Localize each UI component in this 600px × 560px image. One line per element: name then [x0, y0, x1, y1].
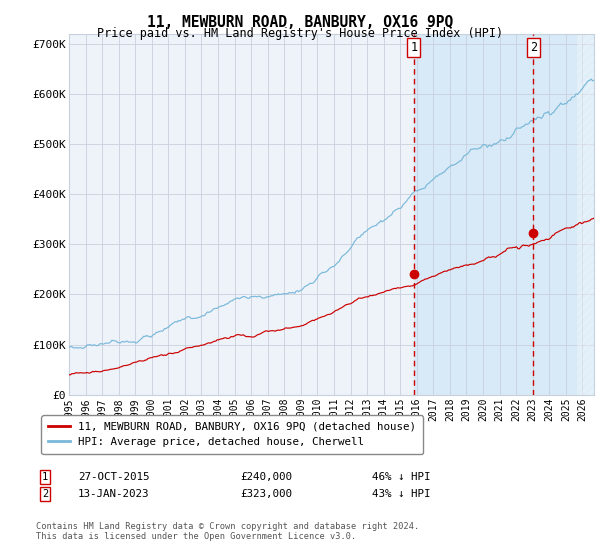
Text: Contains HM Land Registry data © Crown copyright and database right 2024.
This d: Contains HM Land Registry data © Crown c… — [36, 522, 419, 542]
Text: 46% ↓ HPI: 46% ↓ HPI — [372, 472, 431, 482]
Text: 2: 2 — [530, 41, 537, 54]
Text: 1: 1 — [42, 472, 48, 482]
Bar — [577, 34, 594, 395]
Text: £240,000: £240,000 — [240, 472, 292, 482]
Text: £323,000: £323,000 — [240, 489, 292, 499]
Legend: 11, MEWBURN ROAD, BANBURY, OX16 9PQ (detached house), HPI: Average price, detach: 11, MEWBURN ROAD, BANBURY, OX16 9PQ (det… — [41, 416, 423, 454]
Text: Price paid vs. HM Land Registry's House Price Index (HPI): Price paid vs. HM Land Registry's House … — [97, 27, 503, 40]
Text: 1: 1 — [410, 41, 418, 54]
Text: 27-OCT-2015: 27-OCT-2015 — [78, 472, 149, 482]
Text: 13-JAN-2023: 13-JAN-2023 — [78, 489, 149, 499]
Bar — [414, 34, 594, 395]
Text: 2: 2 — [42, 489, 48, 499]
Text: 11, MEWBURN ROAD, BANBURY, OX16 9PQ: 11, MEWBURN ROAD, BANBURY, OX16 9PQ — [147, 15, 453, 30]
Text: 43% ↓ HPI: 43% ↓ HPI — [372, 489, 431, 499]
